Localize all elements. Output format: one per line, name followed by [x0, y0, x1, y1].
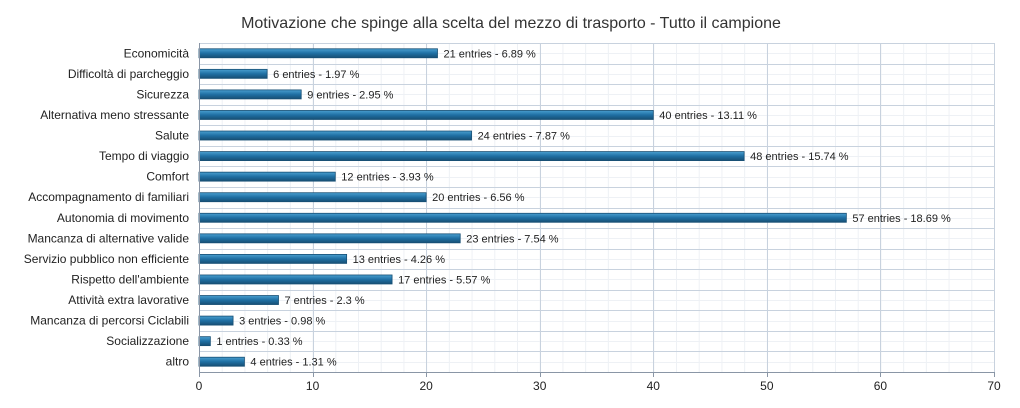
- bar: [198, 110, 654, 120]
- bar: [198, 295, 279, 305]
- data-label: 23 entries - 7.54 %: [466, 233, 559, 245]
- data-label: 3 entries - 0.98 %: [239, 316, 325, 328]
- category-label: Difficoltà di parcheggio: [68, 67, 190, 81]
- category-labels: Economicità Difficoltà di parcheggio Sicur…: [24, 46, 190, 368]
- data-label: 24 entries - 7.87 %: [478, 131, 571, 143]
- category-label: Salute: [155, 129, 189, 143]
- category-label: Comfort: [146, 170, 189, 184]
- x-tick-label: 20: [419, 379, 433, 393]
- category-label: altro: [166, 355, 190, 369]
- data-label: 48 entries - 15.74 %: [750, 151, 849, 163]
- data-label: 12 entries - 3.93 %: [341, 172, 434, 184]
- data-label: 20 entries - 6.56 %: [432, 192, 525, 204]
- bar: [198, 130, 472, 141]
- category-label: Servizio pubblico non efficiente: [24, 252, 190, 266]
- data-label: 4 entries - 1.31 %: [250, 357, 336, 369]
- bar: [198, 212, 847, 223]
- bar: [198, 192, 427, 203]
- data-label: 6 entries - 1.97 %: [273, 69, 359, 81]
- category-label: Sicurezza: [136, 87, 189, 101]
- bar: [198, 274, 393, 285]
- bar: [198, 89, 302, 100]
- bar: [198, 68, 268, 79]
- category-label: Tempo di viaggio: [99, 149, 189, 163]
- data-label: 21 entries - 6.89 %: [444, 48, 537, 60]
- x-tick-label: 10: [306, 379, 320, 393]
- data-label: 40 entries - 13.11 %: [659, 110, 757, 122]
- data-label: 9 entries - 2.95 %: [307, 89, 393, 101]
- data-label: 57 entries - 18.69 %: [852, 213, 951, 225]
- data-label: 1 entries - 0.33 %: [216, 336, 302, 348]
- bar: [198, 171, 336, 182]
- category-label: Rispetto dell'ambiente: [71, 272, 189, 286]
- chart-title: Motivazione che spinge alla scelta del m…: [241, 15, 781, 32]
- x-tick-label: 50: [760, 379, 774, 393]
- x-tick-label: 60: [874, 379, 888, 393]
- category-label: Attività extra lavorative: [68, 293, 189, 307]
- bar: [198, 315, 234, 326]
- bars: [198, 48, 847, 367]
- data-label: 7 entries - 2.3 %: [285, 295, 365, 307]
- x-tick-label: 70: [987, 379, 1001, 393]
- bar: [198, 151, 745, 161]
- category-label: Mancanza di alternative valide: [28, 231, 190, 245]
- category-label: Socializzazione: [106, 334, 189, 348]
- data-labels: 21 entries - 6.89 % 6 entries - 1.97 % 9 e…: [216, 48, 951, 368]
- category-label: Economicità: [124, 46, 190, 60]
- data-label: 13 entries - 4.26 %: [353, 254, 446, 266]
- bar: [198, 48, 438, 59]
- bar: [198, 356, 245, 367]
- x-tick-label: 40: [647, 379, 661, 393]
- bar: [198, 336, 211, 347]
- x-tick-label: 0: [196, 379, 203, 393]
- grid: [199, 43, 995, 373]
- category-label: Accompagnamento di familiari: [28, 190, 189, 204]
- category-label: Autonomia di movimento: [57, 211, 189, 225]
- category-label: Alternativa meno stressante: [40, 108, 189, 122]
- data-label: 17 entries - 5.57 %: [398, 274, 491, 286]
- x-tick-label: 30: [533, 379, 547, 393]
- category-label: Mancanza di percorsi Ciclabili: [30, 314, 189, 328]
- x-axis: 0 10 20 30 40 50 60 70: [196, 43, 1001, 393]
- bar: [198, 233, 461, 244]
- bar: [198, 254, 348, 264]
